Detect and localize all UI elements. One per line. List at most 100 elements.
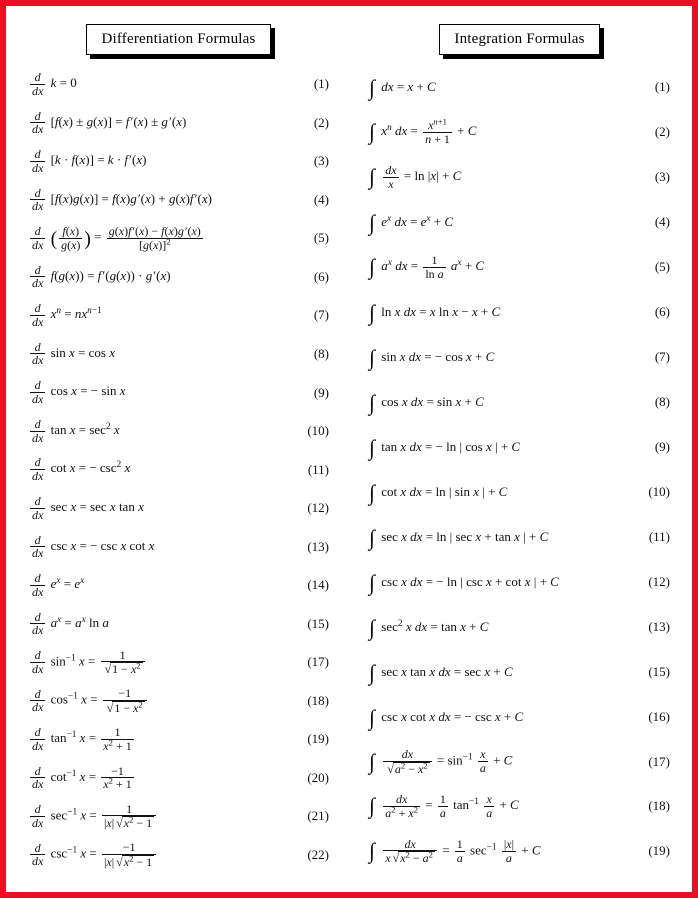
integration-formula-expression: ∫ sec2 x dx = tan x + C [369,619,488,635]
differentiation-formula-row: ddx cot x = − csc2 x (11) [28,450,329,489]
differentiation-formula-expression: ddx sin−1 x = 11 − x2 [28,649,147,676]
differentiation-formula-row: ddx cos−1 x = −11 − x2 (18) [28,682,329,721]
differentiation-formula-row: ddx [f(x) ± g(x)] = f ′(x) ± g ′(x)(2) [28,104,329,143]
integration-formula-number: (8) [642,394,670,410]
differentiation-formula-expression: ddx [f(x)g(x)] = f(x)g ′(x) + g(x)f ′(x) [28,187,212,213]
differentiation-formula-expression: ddx cos x = − sin x [28,379,126,405]
differentiation-formula-expression: ddx ex = ex [28,572,84,598]
differentiation-formula-number: (19) [301,731,329,747]
integration-formula-row: ∫ cot x dx = ln | sin x | + C(10) [369,469,670,514]
differentiation-formula-list: ddx k = 0(1)ddx [f(x) ± g(x)] = f ′(x) ±… [28,65,329,874]
differentiation-formula-row: ddx cos x = − sin x(9) [28,373,329,412]
differentiation-formula-expression: ddx tan−1 x = 1x2 + 1 [28,726,136,752]
differentiation-formula-row: ddx sec−1 x = 1|x|x2 − 1(21) [28,797,329,836]
differentiation-formula-row: ddx [k · f(x)] = k · f ′(x) (3) [28,142,329,181]
integration-formula-row: ∫ sin x dx = − cos x + C (7) [369,335,670,380]
differentiation-formula-row: ddx (f(x)g(x)) = g(x)f ′(x) − f(x)g ′(x)… [28,219,329,258]
integration-formula-number: (16) [642,709,670,725]
integration-title: Integration Formulas [439,24,599,55]
integration-column: Integration Formulas ∫ dx = x + C (1) ∫ xn… [369,24,670,874]
differentiation-formula-expression: ddx csc−1 x = −1|x|x2 − 1 [28,841,158,868]
integration-formula-expression: ∫ cos x dx = sin x + C [369,394,484,410]
differentiation-formula-row: ddx tan−1 x = 1x2 + 1 (19) [28,720,329,759]
differentiation-formula-expression: ddx cot x = − csc2 x [28,456,130,482]
integration-formula-expression: ∫ dxa2 + x2 = 1a tan−1 xa + C [369,793,519,819]
integration-formula-row: ∫ ax dx = 1ln a ax + C(5) [369,245,670,290]
differentiation-formula-expression: ddx k = 0 [28,71,77,97]
integration-formula-expression: ∫ sec x dx = ln | sec x + tan x | + C [369,529,548,545]
differentiation-formula-row: ddx ex = ex (14) [28,566,329,605]
integration-formula-number: (13) [642,619,670,635]
integration-formula-number: (7) [642,349,670,365]
page-frame: Differentiation Formulas ddx k = 0(1)ddx… [0,0,698,898]
differentiation-formula-row: ddx xn = nxn−1 (7) [28,296,329,335]
differentiation-heading-box: Differentiation Formulas [86,24,270,55]
integration-formula-expression: ∫ dxa2 − x2 = sin−1 xa + C [369,748,512,775]
differentiation-formula-number: (12) [301,500,329,516]
differentiation-formula-number: (22) [301,847,329,863]
differentiation-formula-expression: ddx cos−1 x = −11 − x2 [28,687,149,714]
integration-formula-expression: ∫ sin x dx = − cos x + C [369,349,494,365]
integration-formula-expression: ∫ dxxx2 − a2 = 1a sec−1 |x|a + C [369,838,541,865]
differentiation-formula-row: ddx csc−1 x = −1|x|x2 − 1 (22) [28,836,329,875]
integration-formula-row: ∫ ln x dx = x ln x − x + C(6) [369,290,670,335]
differentiation-formula-number: (15) [301,616,329,632]
integration-formula-number: (12) [642,574,670,590]
differentiation-formula-row: ddx cot−1 x = −1x2 + 1(20) [28,759,329,798]
differentiation-formula-row: ddx [f(x)g(x)] = f(x)g ′(x) + g(x)f ′(x)… [28,181,329,220]
integration-formula-expression: ∫ csc x cot x dx = − csc x + C [369,709,523,725]
integration-heading-box: Integration Formulas [439,24,599,55]
integration-formula-row: ∫ dx = x + C (1) [369,65,670,110]
differentiation-formula-row: ddx sec x = sec x tan x(12) [28,489,329,528]
differentiation-formula-row: ddx f(g(x)) = f ′(g(x)) · g ′(x) (6) [28,258,329,297]
differentiation-formula-number: (18) [301,693,329,709]
integration-formula-number: (18) [642,798,670,814]
integration-formula-expression: ∫ csc x dx = − ln | csc x + cot x | + C [369,574,559,590]
differentiation-heading-wrap: Differentiation Formulas [28,24,329,55]
integration-formula-expression: ∫ dxx = ln |x| + C [369,164,461,190]
integration-formula-row: ∫ ex dx = ex + C(4) [369,200,670,245]
differentiation-formula-number: (4) [301,192,329,208]
differentiation-formula-expression: ddx f(g(x)) = f ′(g(x)) · g ′(x) [28,264,171,290]
integration-formula-expression: ∫ xn dx = xn+1n + 1 + C [369,119,476,145]
differentiation-column: Differentiation Formulas ddx k = 0(1)ddx… [28,24,329,874]
integration-formula-number: (3) [642,169,670,185]
differentiation-formula-number: (10) [301,423,329,439]
integration-formula-number: (1) [642,79,670,95]
integration-formula-row: ∫ dxa2 + x2 = 1a tan−1 xa + C (18) [369,784,670,829]
differentiation-formula-number: (11) [301,462,329,478]
integration-formula-list: ∫ dx = x + C (1) ∫ xn dx = xn+1n + 1 + C(2… [369,65,670,874]
differentiation-formula-number: (7) [301,307,329,323]
integration-formula-number: (11) [642,529,670,545]
differentiation-formula-row: ddx csc x = − csc x cot x (13) [28,527,329,566]
differentiation-formula-number: (2) [301,115,329,131]
integration-formula-row: ∫ xn dx = xn+1n + 1 + C(2) [369,110,670,155]
differentiation-formula-expression: ddx sec−1 x = 1|x|x2 − 1 [28,803,158,830]
differentiation-formula-expression: ddx csc x = − csc x cot x [28,534,154,560]
integration-formula-number: (4) [642,214,670,230]
differentiation-formula-number: (3) [301,153,329,169]
differentiation-title: Differentiation Formulas [86,24,270,55]
differentiation-formula-number: (14) [301,577,329,593]
differentiation-formula-number: (13) [301,539,329,555]
integration-formula-number: (19) [642,843,670,859]
differentiation-formula-row: ddx tan x = sec2 x(10) [28,412,329,451]
differentiation-formula-number: (17) [301,654,329,670]
integration-formula-row: ∫ dxa2 − x2 = sin−1 xa + C (17) [369,739,670,784]
integration-formula-row: ∫ sec x dx = ln | sec x + tan x | + C (11… [369,514,670,559]
integration-formula-number: (17) [642,754,670,770]
differentiation-formula-expression: ddx [k · f(x)] = k · f ′(x) [28,148,146,174]
integration-formula-expression: ∫ dx = x + C [369,79,436,95]
integration-formula-number: (5) [642,259,670,275]
differentiation-formula-number: (20) [301,770,329,786]
integration-formula-row: ∫ dxxx2 − a2 = 1a sec−1 |x|a + C (19) [369,829,670,874]
integration-formula-expression: ∫ tan x dx = − ln | cos x | + C [369,439,520,455]
integration-formula-row: ∫ dxx = ln |x| + C (3) [369,155,670,200]
integration-formula-expression: ∫ sec x tan x dx = sec x + C [369,664,513,680]
differentiation-formula-row: ddx k = 0(1) [28,65,329,104]
differentiation-formula-number: (8) [301,346,329,362]
differentiation-formula-expression: ddx xn = nxn−1 [28,302,102,328]
differentiation-formula-row: ddx sin−1 x = 11 − x2 (17) [28,643,329,682]
differentiation-formula-number: (6) [301,269,329,285]
differentiation-formula-expression: ddx (f(x)g(x)) = g(x)f ′(x) − f(x)g ′(x)… [28,225,205,251]
